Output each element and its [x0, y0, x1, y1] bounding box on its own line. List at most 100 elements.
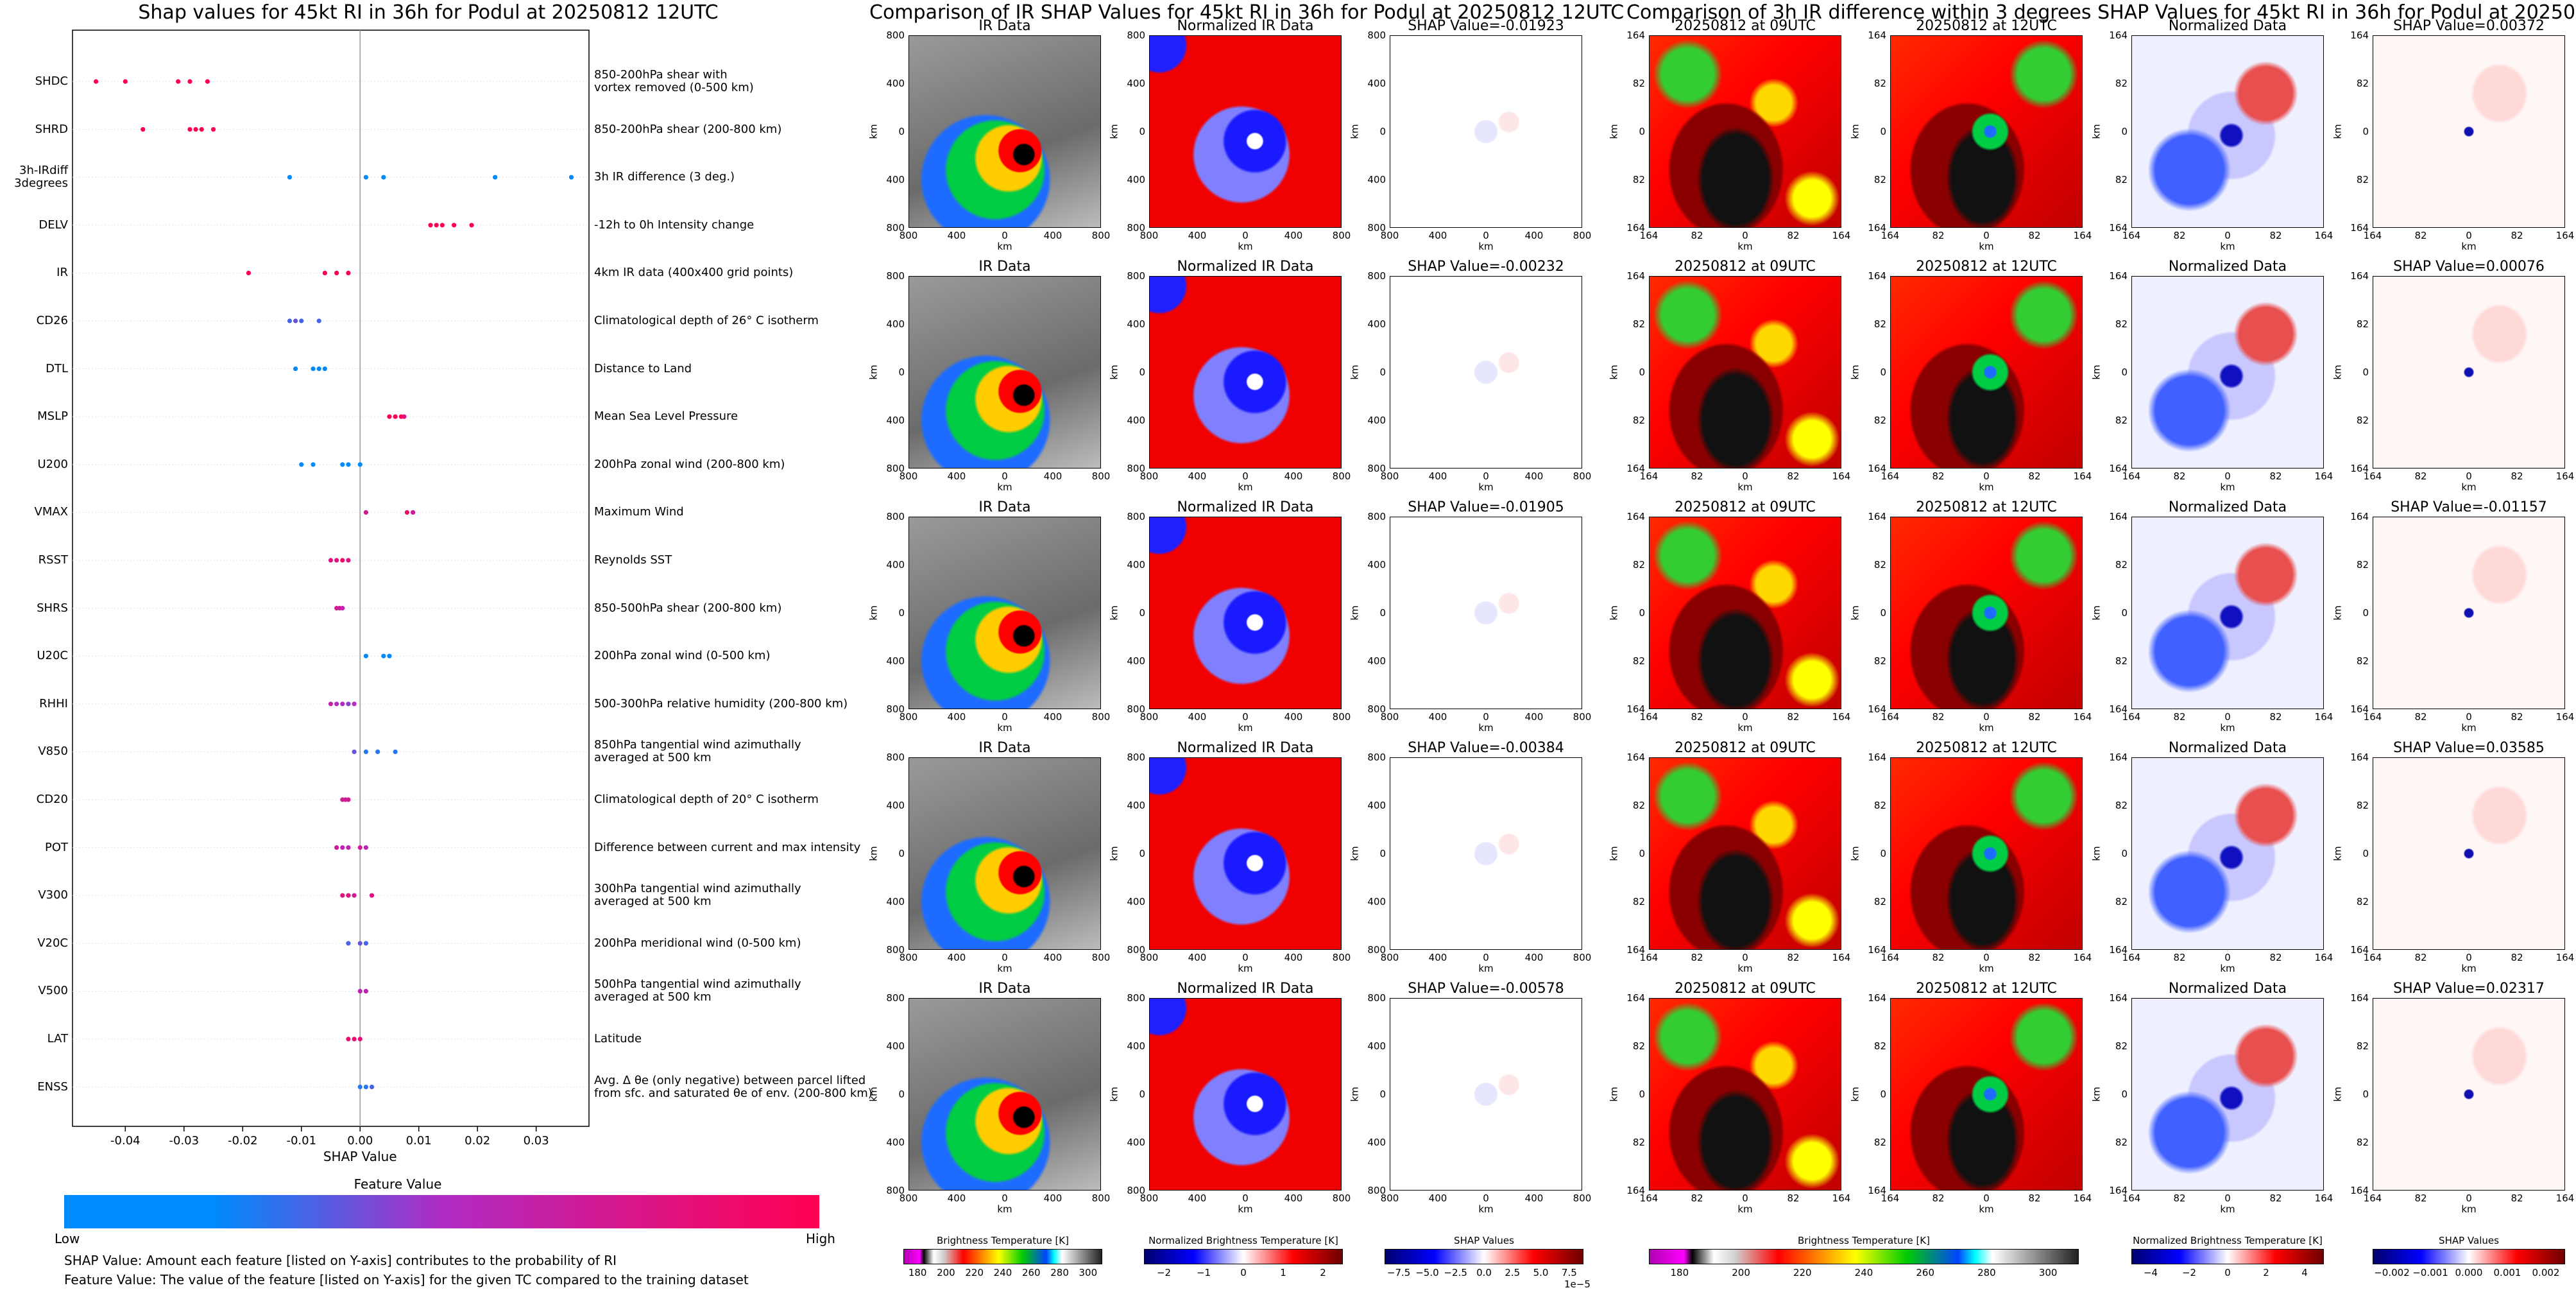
y-tick-label: 164: [2109, 944, 2128, 956]
x-tick-label: -0.02: [227, 1134, 258, 1148]
x-tick-label: 82: [2028, 230, 2041, 241]
x-tick-label: 164: [2122, 470, 2141, 482]
x-axis-label: km: [1238, 241, 1253, 252]
y-tick-label: 0: [1139, 1088, 1145, 1100]
y-tick-label: 82: [2115, 78, 2128, 89]
panel-title: Normalized IR Data: [1177, 259, 1314, 275]
y-axis-label: km: [867, 1087, 880, 1102]
x-tick-label: 0: [1983, 711, 1990, 723]
shap-point: [334, 845, 339, 850]
x-axis-label: km: [2461, 1203, 2477, 1215]
shap-point: [346, 462, 351, 467]
satellite-image-panel: [1390, 35, 1582, 228]
colorbar-tick-label: 300: [2038, 1267, 2058, 1278]
y-tick-label: 800: [1367, 752, 1386, 763]
shap-point: [340, 893, 345, 898]
y-axis-label: km: [867, 365, 880, 380]
shap-point: [346, 270, 351, 275]
y-axis-label: km: [1349, 846, 1361, 861]
y-tick-label: 800: [1367, 944, 1386, 956]
colorbar-low-label: Low: [55, 1231, 80, 1246]
shap-point: [357, 988, 363, 993]
x-tick-label: 82: [1787, 952, 1800, 963]
x-axis-label: SHAP Value: [323, 1149, 397, 1164]
x-tick-label: 0: [1002, 230, 1008, 241]
x-tick-label: 164: [1832, 230, 1851, 241]
x-axis-label: km: [1478, 963, 1494, 974]
satellite-image-panel: [2373, 35, 2565, 228]
satellite-image-panel: [2373, 757, 2565, 950]
y-tick-label: 0: [1139, 607, 1145, 619]
colorbar-tick-label: 180: [1670, 1267, 1689, 1278]
panel-title: IR Data: [978, 18, 1031, 34]
x-tick-label: 82: [2028, 470, 2041, 482]
panel-title: Normalized Data: [2168, 499, 2287, 515]
satellite-image-panel: [1890, 517, 2083, 709]
x-tick-label: 800: [1091, 952, 1111, 963]
x-tick-label: 0: [2224, 470, 2231, 482]
y-axis-label: km: [2090, 846, 2103, 861]
colorbar-tick-label: 220: [965, 1267, 984, 1278]
y-tick-label: 82: [1873, 78, 1886, 89]
y-tick-label: 0: [898, 607, 905, 619]
y-axis-label: km: [1849, 846, 1861, 861]
y-tick-label: 164: [2109, 270, 2128, 282]
x-tick-label: 82: [1932, 1192, 1945, 1204]
x-tick-label: 800: [1380, 711, 1399, 723]
x-tick-label: 82: [2511, 711, 2523, 723]
x-axis-label: km: [1737, 481, 1753, 493]
y-axis-label: km: [2332, 1087, 2344, 1102]
y-tick-label: 82: [1873, 174, 1886, 185]
x-tick-label: 82: [2173, 230, 2186, 241]
y-tick-label: 82: [1632, 318, 1645, 330]
feature-description: Latitude: [594, 1032, 642, 1045]
colorbar-tick-label: −5.0: [1415, 1267, 1439, 1278]
shap-point: [363, 988, 368, 993]
x-tick-label: 800: [1139, 230, 1159, 241]
x-tick-label: 82: [2269, 1192, 2282, 1204]
x-tick-label: 164: [1832, 1192, 1851, 1204]
x-tick-label: 164: [1881, 470, 1900, 482]
shap-point: [352, 701, 357, 707]
x-tick-label: 400: [1524, 1192, 1544, 1204]
shap-point: [381, 175, 386, 180]
panel-title: Normalized IR Data: [1177, 18, 1314, 34]
y-tick-label: 800: [1367, 1185, 1386, 1196]
colorbar-tick-label: 200: [937, 1267, 955, 1278]
x-tick-label: 800: [1573, 470, 1592, 482]
panel-title: SHAP Value=0.00372: [2393, 18, 2545, 34]
y-tick-label: 800: [886, 463, 905, 474]
y-tick-label: 164: [2350, 463, 2369, 474]
x-tick-label: 82: [1787, 1192, 1800, 1204]
feature-label: V300: [38, 888, 68, 902]
x-tick-label: 400: [1428, 230, 1447, 241]
shap-point: [293, 366, 298, 372]
x-tick-label: 0: [1242, 470, 1249, 482]
panel-title: 20250812 at 12UTC: [1916, 18, 2057, 34]
y-tick-label: 82: [2356, 1040, 2369, 1052]
shap-point: [363, 1085, 368, 1090]
satellite-image-panel: [2373, 517, 2565, 709]
x-tick-label: 800: [899, 1192, 918, 1204]
y-tick-label: 0: [2362, 1088, 2369, 1100]
x-tick-label: 164: [1639, 952, 1659, 963]
y-tick-label: 164: [2109, 30, 2128, 41]
y-tick-label: 164: [2350, 511, 2369, 522]
x-tick-label: 82: [2028, 711, 2041, 723]
x-tick-label: 400: [947, 1192, 966, 1204]
y-tick-label: 82: [1873, 655, 1886, 667]
y-tick-label: 400: [886, 318, 905, 330]
x-axis-label: km: [2220, 963, 2235, 974]
satellite-image-panel: [1149, 998, 1342, 1191]
x-axis-label: km: [1979, 241, 1994, 252]
y-tick-label: 800: [1127, 463, 1145, 474]
feature-description: 200hPa meridional wind (0-500 km): [594, 936, 801, 950]
y-tick-label: 0: [1880, 366, 1886, 378]
x-axis-label: km: [1737, 1203, 1753, 1215]
x-tick-label: 800: [1139, 711, 1159, 723]
y-tick-label: 800: [1127, 992, 1145, 1004]
x-tick-label: 0: [1242, 230, 1249, 241]
x-tick-label: 400: [1043, 470, 1062, 482]
panel-title: SHAP Value=0.03585: [2393, 740, 2545, 756]
x-tick-label: 400: [1188, 1192, 1207, 1204]
